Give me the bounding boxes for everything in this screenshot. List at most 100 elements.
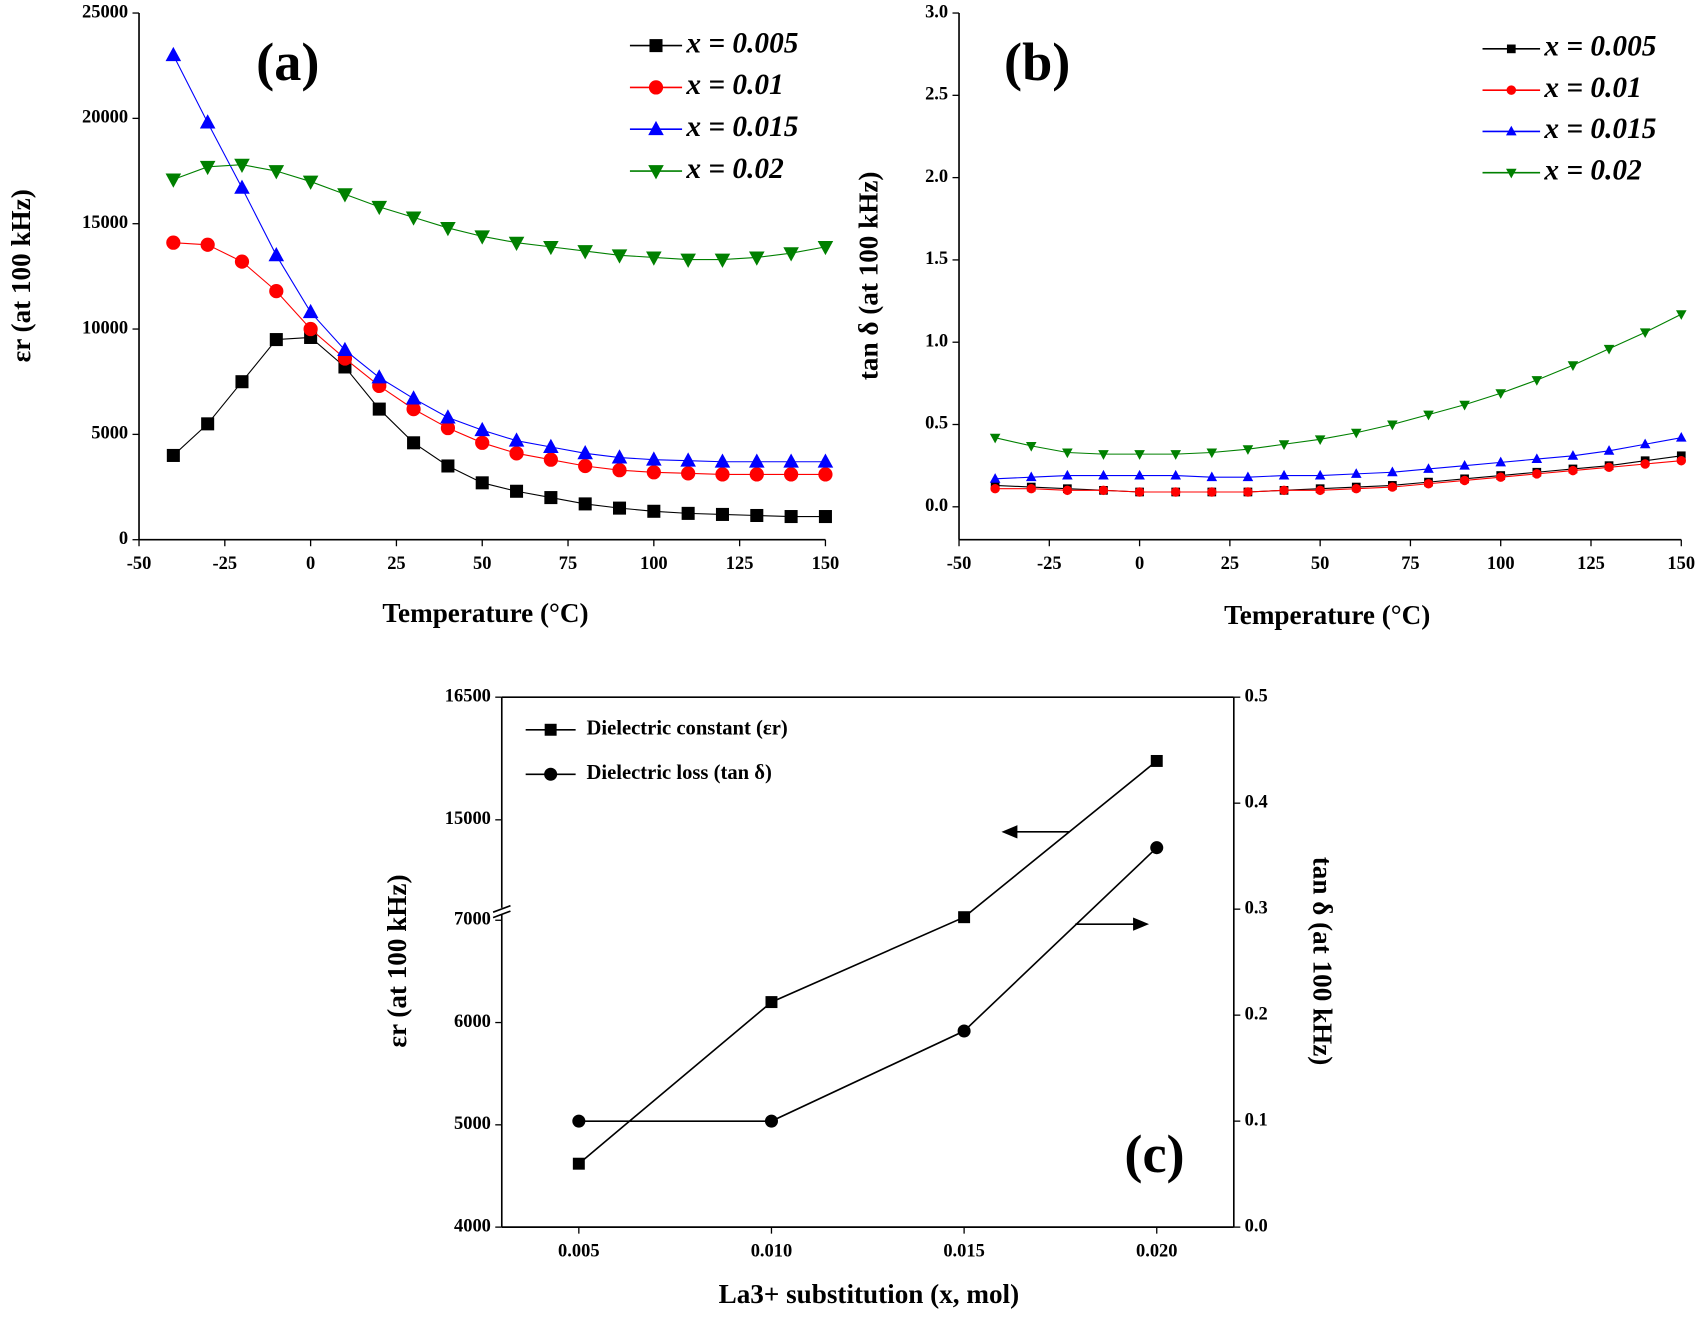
legend-label: x = 0.005 bbox=[685, 27, 798, 59]
panel-label: (a) bbox=[256, 32, 319, 92]
marker bbox=[1150, 841, 1164, 855]
y-tick-label: 0 bbox=[119, 528, 128, 548]
marker bbox=[577, 445, 593, 460]
x-tick-label: 125 bbox=[726, 553, 754, 573]
x-tick-label: 75 bbox=[1401, 553, 1419, 573]
marker bbox=[714, 453, 731, 468]
legend-label: x = 0.02 bbox=[685, 153, 783, 185]
marker bbox=[372, 402, 386, 416]
legend-label: x = 0.015 bbox=[685, 111, 798, 143]
marker bbox=[1567, 361, 1579, 371]
marker bbox=[405, 390, 422, 405]
series-line bbox=[172, 336, 826, 518]
y-tick-label: 2.0 bbox=[925, 166, 948, 186]
arrow-head bbox=[1001, 825, 1018, 839]
marker bbox=[1387, 420, 1398, 431]
y-axis-title: εr (at 100 kHz) bbox=[382, 874, 412, 1047]
marker bbox=[1170, 487, 1181, 497]
marker bbox=[749, 467, 764, 482]
marker bbox=[268, 247, 285, 262]
marker bbox=[612, 463, 627, 478]
marker bbox=[1603, 445, 1615, 455]
y2-tick-label: 0.5 bbox=[1245, 685, 1268, 705]
marker bbox=[337, 188, 353, 203]
y-tick-label: 10000 bbox=[82, 317, 128, 337]
marker bbox=[680, 452, 696, 467]
x-tick-label: 50 bbox=[473, 553, 491, 573]
legend-label: x = 0.02 bbox=[1543, 154, 1641, 186]
arrows bbox=[1001, 825, 1150, 931]
marker bbox=[1315, 485, 1325, 496]
y2-tick-label: 0.0 bbox=[1245, 1215, 1268, 1235]
marker bbox=[1243, 487, 1253, 497]
marker bbox=[750, 508, 764, 523]
legend-label: x = 0.01 bbox=[685, 69, 783, 101]
marker bbox=[681, 466, 696, 481]
marker bbox=[1506, 125, 1517, 136]
marker bbox=[1278, 440, 1290, 450]
marker bbox=[783, 453, 799, 468]
marker bbox=[201, 417, 215, 431]
series-line bbox=[995, 313, 1682, 455]
x-tick-label: 0 bbox=[306, 553, 315, 573]
marker bbox=[648, 80, 664, 95]
marker bbox=[543, 240, 559, 256]
marker bbox=[165, 173, 182, 188]
marker bbox=[749, 251, 765, 266]
marker bbox=[508, 432, 525, 447]
marker bbox=[440, 222, 456, 237]
marker bbox=[1025, 471, 1037, 482]
x-tick-label: 150 bbox=[1667, 553, 1695, 573]
series-line bbox=[173, 164, 826, 261]
marker bbox=[784, 510, 798, 524]
y-tick-label: 2.5 bbox=[925, 84, 948, 104]
marker bbox=[1134, 450, 1145, 460]
x-tick-label: 100 bbox=[640, 553, 668, 573]
marker bbox=[989, 473, 1001, 483]
marker bbox=[1423, 463, 1434, 473]
marker bbox=[783, 247, 799, 262]
marker bbox=[957, 1024, 971, 1038]
y-tick-label: 6000 bbox=[454, 1011, 491, 1031]
marker bbox=[1170, 469, 1181, 480]
y-tick-label: 16500 bbox=[445, 685, 491, 705]
marker bbox=[268, 165, 285, 180]
marker bbox=[989, 433, 1001, 444]
marker bbox=[474, 421, 491, 437]
marker bbox=[647, 504, 661, 518]
series-line bbox=[578, 847, 1158, 1122]
marker bbox=[1603, 344, 1615, 355]
marker bbox=[1278, 469, 1290, 480]
x-axis-title: Temperature (°C) bbox=[1224, 600, 1430, 630]
marker bbox=[474, 230, 491, 245]
marker bbox=[440, 409, 456, 424]
marker bbox=[1568, 465, 1578, 476]
y2-tick-label: 0.2 bbox=[1245, 1003, 1268, 1023]
marker bbox=[269, 284, 284, 299]
marker bbox=[817, 240, 834, 256]
marker bbox=[1025, 441, 1037, 452]
marker bbox=[303, 321, 318, 337]
marker bbox=[1170, 450, 1181, 460]
marker bbox=[1062, 469, 1073, 480]
y-tick-label: 5000 bbox=[454, 1113, 491, 1133]
marker bbox=[1567, 450, 1579, 460]
marker bbox=[715, 507, 729, 521]
marker bbox=[681, 506, 695, 520]
y-tick-label: 5000 bbox=[91, 423, 128, 443]
x-tick-label: 25 bbox=[387, 553, 405, 573]
x-tick-label: -50 bbox=[127, 553, 152, 573]
y-tick-label: 1.0 bbox=[925, 330, 948, 350]
panel-label: (b) bbox=[1004, 32, 1070, 92]
y-tick-label: 15000 bbox=[445, 808, 491, 828]
marker bbox=[1495, 389, 1507, 399]
marker bbox=[1314, 435, 1326, 446]
marker bbox=[1098, 450, 1109, 460]
marker bbox=[405, 211, 422, 226]
marker bbox=[1676, 455, 1687, 466]
marker bbox=[543, 438, 559, 453]
marker bbox=[1206, 471, 1218, 482]
y-tick-label: 25000 bbox=[82, 1, 128, 21]
marker bbox=[337, 341, 353, 357]
marker bbox=[1062, 448, 1073, 459]
